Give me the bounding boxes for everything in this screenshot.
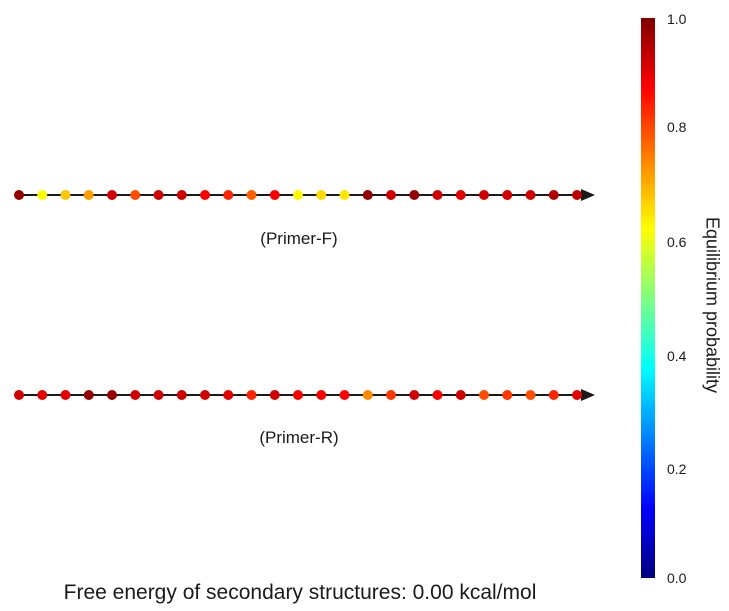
nucleotide [246,390,257,400]
nucleotide [176,390,187,400]
nucleotide [200,390,210,400]
colorbar [641,18,655,578]
nucleotide [153,390,164,400]
nucleotide [37,190,48,200]
nucleotide [107,390,117,400]
nucleotide [339,390,350,400]
colorbar-tick-0.2: 0.2 [667,461,687,477]
nucleotide [316,190,327,200]
nucleotide [548,190,559,200]
nucleotide [293,190,303,200]
nucleotide [60,390,71,400]
colorbar-tick-0.8: 0.8 [667,119,687,135]
colorbar-tick-1.0: 1.0 [667,11,687,27]
nucleotide [479,190,489,200]
nucleotide [246,190,257,200]
nucleotide [316,390,327,400]
nucleotide [432,390,443,400]
nucleotide [83,390,94,400]
colorbar-tick-0.0: 0.0 [667,570,687,586]
nucleotide [60,190,71,200]
nucleotide [130,190,141,200]
nucleotide [269,390,280,400]
nucleotide [14,390,24,400]
colorbar-tick-0.6: 0.6 [667,234,687,250]
nucleotide [269,190,280,200]
colorbar-title: Equilibrium probability [702,216,723,394]
nucleotide [223,390,234,400]
strand-primer-r [14,389,595,401]
strand-primer-f [14,189,595,201]
nucleotide [176,190,187,200]
nucleotide [525,190,536,200]
primer-f-label: (Primer-F) [260,229,338,248]
nucleotide [455,390,466,400]
primer-r-label: (Primer-R) [259,428,339,447]
nucleotide [223,190,234,200]
nucleotide [572,190,582,200]
nucleotide [572,390,582,400]
nucleotide [479,390,489,400]
nucleotide [432,190,443,200]
nucleotide [200,190,210,200]
nucleotide [362,190,373,200]
nucleotide [83,190,94,200]
nucleotide [362,390,373,400]
nucleotide [153,190,164,200]
nucleotide [107,190,117,200]
nucleotide [293,390,303,400]
nucleotide [339,190,350,200]
nucleotide [37,390,48,400]
colorbar-tick-0.4: 0.4 [667,348,687,364]
nucleotide [455,190,466,200]
nucleotide [548,390,559,400]
nucleotide [409,390,420,400]
nucleotide [502,390,513,400]
nucleotide [386,390,396,400]
free-energy-caption: Free energy of secondary structures: 0.0… [63,581,537,604]
nucleotide [386,190,396,200]
nucleotide [502,190,513,200]
nucleotide [525,390,536,400]
nucleotide [409,190,420,200]
nucleotide [14,190,24,200]
nucleotide [130,390,141,400]
